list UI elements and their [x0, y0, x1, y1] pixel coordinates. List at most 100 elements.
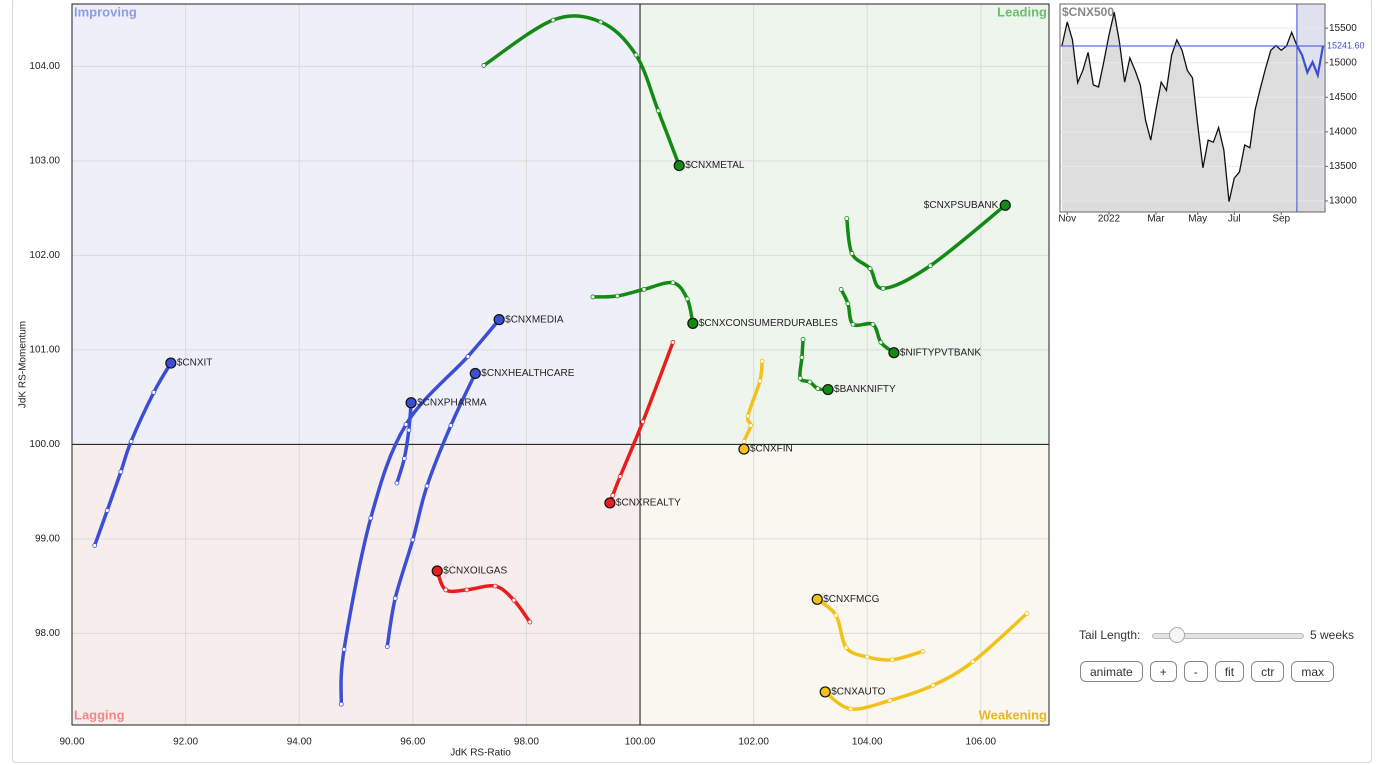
tail-point [401, 456, 407, 461]
slider-thumb[interactable] [1169, 627, 1185, 643]
y-tick-label: 15500 [1329, 23, 1357, 34]
tail-point [815, 386, 821, 391]
tail-point [640, 419, 646, 425]
tail-point [406, 427, 412, 433]
y-tick-label: 102.00 [29, 250, 60, 261]
control-button[interactable]: max [1291, 661, 1335, 682]
tail-point [757, 378, 763, 384]
tail-point [920, 648, 926, 654]
tail-point [118, 469, 124, 475]
tail-point [759, 358, 765, 364]
tail-point [878, 339, 884, 345]
quadrant-label: Weakening [979, 707, 1047, 722]
control-button[interactable]: fit [1214, 661, 1245, 682]
tail-point [843, 645, 849, 650]
tail-point [844, 216, 850, 221]
tail-point [492, 583, 498, 589]
control-button[interactable]: ctr [1251, 661, 1285, 682]
tail-point [448, 423, 454, 428]
x-tick-label: 104.00 [852, 737, 883, 748]
x-tick-label: May [1188, 214, 1207, 225]
quadrant-label: Improving [74, 4, 137, 19]
tail-point [92, 543, 98, 548]
tail-point [845, 301, 851, 306]
tail-point [849, 251, 855, 256]
series-label: $CNXHEALTHCARE [481, 368, 574, 379]
tail-point [741, 439, 747, 444]
tail-point [590, 294, 596, 300]
head-point [469, 367, 481, 380]
y-tick-label: 99.00 [35, 533, 60, 544]
x-axis-label: JdK RS-Ratio [450, 748, 511, 759]
tail-point [1024, 611, 1030, 616]
x-tick-label: 102.00 [738, 737, 769, 748]
tail-point [807, 379, 813, 385]
series-label: $CNXMETAL [685, 160, 745, 171]
tail-point [614, 293, 620, 299]
control-button[interactable]: animate [1080, 661, 1143, 682]
y-tick-label: 100.00 [29, 439, 60, 450]
tail-point [527, 619, 533, 625]
current-value-label: 15241.60 [1327, 40, 1365, 50]
tail-point [748, 423, 754, 428]
x-tick-label: 98.00 [514, 737, 539, 748]
quadrant [640, 4, 1049, 445]
control-button[interactable]: + [1149, 661, 1177, 682]
series-label: $NIFTYPVTBANK [900, 347, 981, 358]
y-tick-label: 14000 [1329, 126, 1357, 137]
tail-length-value: 5 weeks [1310, 628, 1355, 642]
tail-point [481, 63, 487, 68]
mini-title: $CNX500 [1062, 5, 1114, 19]
x-tick-label: Nov [1058, 214, 1076, 225]
tail-length-slider[interactable] [1152, 627, 1304, 643]
y-tick-label: 14500 [1329, 92, 1357, 103]
tail-point [889, 657, 895, 663]
tail-point [641, 286, 647, 292]
quadrant-label: Leading [997, 4, 1047, 19]
tail-point [511, 597, 517, 603]
tail-point [880, 286, 886, 291]
y-tick-label: 104.00 [29, 61, 60, 72]
tail-point [670, 280, 676, 286]
tail-point [655, 108, 661, 114]
panel [12, 0, 1372, 763]
tail-point [838, 286, 844, 292]
tail-length-label: Tail Length: [1079, 628, 1141, 642]
tail-point [833, 612, 839, 618]
quadrant [640, 444, 1049, 725]
x-tick-label: 90.00 [59, 737, 84, 748]
tail-point [338, 701, 344, 707]
quadrant-label: Lagging [74, 707, 125, 722]
tail-point [887, 698, 893, 703]
control-button[interactable]: - [1183, 661, 1208, 682]
y-axis-label: JdK RS-Momentum [18, 321, 29, 408]
series-label: $CNXPHARMA [417, 397, 487, 408]
tail-point [341, 647, 347, 652]
head-point [738, 443, 750, 455]
mini-border [1059, 3, 1326, 213]
tail-point [128, 439, 134, 444]
x-tick-label: 96.00 [400, 737, 425, 748]
series-label: $CNXOILGAS [443, 566, 507, 577]
head-point [673, 159, 685, 172]
tail-point [443, 587, 449, 593]
tail-point [927, 263, 933, 269]
tail-point [424, 483, 430, 489]
series-label: $CNXFMCG [823, 594, 879, 605]
head-point [431, 565, 443, 577]
series-label: $CNXMEDIA [505, 314, 564, 325]
tail-point [930, 682, 936, 688]
series-label: $CNXPSUBANK [924, 200, 999, 211]
tail-point [797, 375, 803, 381]
series-label: $BANKNIFTY [834, 384, 896, 395]
trail [385, 371, 478, 649]
tail-point [850, 321, 856, 327]
tail-point [633, 52, 639, 58]
y-tick-label: 98.00 [35, 628, 60, 639]
head-point [819, 686, 831, 698]
tail-point [464, 587, 470, 593]
tail-point [384, 644, 390, 649]
tail-point [410, 537, 416, 543]
tail-point [870, 321, 876, 327]
